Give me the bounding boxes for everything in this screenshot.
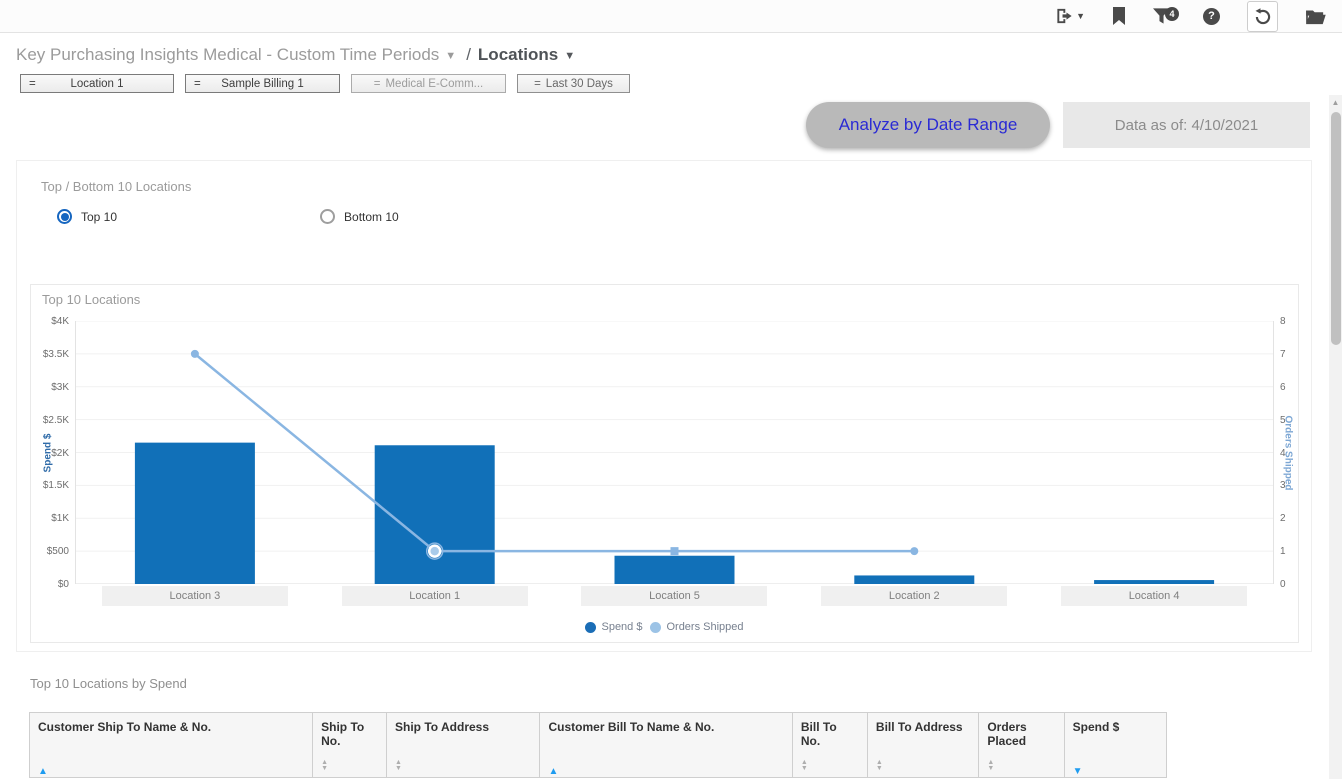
legend-label: Orders Shipped	[666, 621, 744, 633]
radio-bottom-10[interactable]: Bottom 10	[320, 209, 399, 224]
radio-top-10[interactable]: Top 10	[57, 209, 117, 224]
top-bottom-radio-group: Top 10 Bottom 10	[57, 209, 602, 224]
x-axis-label-location-5: Location 5	[581, 586, 768, 606]
left-axis-tick: $1.5K	[42, 480, 69, 492]
right-axis-tick: 6	[1280, 381, 1286, 393]
plot-area[interactable]	[75, 320, 1274, 585]
right-axis-tick: 5	[1280, 414, 1286, 426]
column-header-customer-ship-to-name-no[interactable]: Customer Ship To Name & No. ▲	[28, 712, 314, 778]
report-title[interactable]: Key Purchasing Insights Medical - Custom…	[16, 45, 440, 64]
bookmark-icon[interactable]	[1112, 7, 1126, 25]
analyze-by-date-range-button[interactable]: Analyze by Date Range	[806, 102, 1050, 148]
x-axis-label-location-3: Location 3	[101, 586, 288, 606]
chevron-down-icon[interactable]: ▼	[564, 50, 576, 62]
chevron-down-icon[interactable]: ▼	[445, 50, 457, 62]
legend-dot	[650, 621, 662, 633]
sort-both-icon[interactable]: ▲ ▼	[987, 759, 995, 772]
combo-chart: Spend $ Orders Shipped $4K $3.5K $3K $2.5K $…	[31, 316, 1298, 590]
left-axis-tick: $1K	[51, 513, 69, 525]
left-axis-tick: $4K	[51, 316, 69, 327]
column-header-orders-placed[interactable]: Orders Placed ▲ ▼	[978, 712, 1065, 778]
x-axis-label-location-2: Location 2	[821, 586, 1008, 606]
filter-chip-bar: = Location 1 = Sample Billing 1 = Medical E-C…	[20, 74, 630, 93]
right-axis-tick: 7	[1280, 348, 1286, 360]
column-label: Ship To Address	[395, 720, 490, 734]
sort-both-icon[interactable]: ▲ ▼	[321, 759, 329, 772]
column-header-customer-bill-to-name-no[interactable]: Customer Bill To Name & No. ▲	[539, 712, 793, 778]
x-axis-labels: Location 3 Location 1 Location 5 Location 2…	[75, 586, 1274, 606]
table-section-title: Top 10 Locations by Spend	[30, 676, 187, 691]
filter-chip-last-30-days[interactable]: = Last 30 Days	[517, 74, 630, 93]
filter-icon[interactable]: 4	[1153, 7, 1179, 24]
column-label: Spend $	[1072, 720, 1120, 734]
column-header-spend[interactable]: Spend $ ▼	[1063, 712, 1168, 778]
top-10-locations-table: Customer Ship To Name & No. ▲ Ship To No. ▲…	[28, 712, 1168, 778]
column-label: Bill To No.	[800, 720, 837, 748]
column-label: Bill To Address	[875, 720, 963, 734]
left-axis-tick: $3K	[51, 381, 69, 393]
right-axis-tick: 8	[1280, 316, 1286, 327]
data-as-of-label: Data as of: 4/10/2021	[1063, 102, 1310, 148]
radio-label: Top 10	[81, 209, 118, 224]
radio-dot	[57, 209, 72, 224]
export-icon[interactable]: ▼	[1055, 7, 1085, 25]
left-axis-tick: $2.5K	[42, 414, 69, 426]
column-header-ship-to-address[interactable]: Ship To Address ▲ ▼	[385, 712, 541, 778]
help-icon[interactable]: ?	[1203, 7, 1220, 25]
sort-both-icon[interactable]: ▲ ▼	[800, 759, 808, 772]
column-header-ship-to-no[interactable]: Ship To No. ▲ ▼	[312, 712, 387, 778]
right-axis-tick: 3	[1280, 480, 1286, 492]
filter-chip-medical-e-comm[interactable]: = Medical E-Comm...	[351, 74, 506, 93]
scroll-up-arrow-icon[interactable]: ▲	[1331, 98, 1340, 107]
left-axis-tick: $3.5K	[42, 348, 69, 360]
breadcrumb: Key Purchasing Insights Medical - Custom…	[16, 45, 575, 65]
refresh-button[interactable]	[1247, 1, 1278, 32]
top-toolbar: ▼ 4 ?	[0, 0, 1342, 33]
page-title[interactable]: Locations	[477, 45, 559, 64]
right-axis-tick: 4	[1280, 447, 1286, 459]
top-bottom-locations-panel: Top / Bottom 10 Locations Top 10 Bottom 1…	[16, 160, 1312, 652]
column-header-bill-to-address[interactable]: Bill To Address ▲ ▼	[866, 712, 980, 778]
filter-chip-sample-billing-1[interactable]: = Sample Billing 1	[185, 74, 340, 93]
column-label: Customer Bill To Name & No.	[548, 720, 715, 734]
right-axis-tick: 1	[1280, 546, 1286, 558]
column-header-bill-to-no[interactable]: Bill To No. ▲ ▼	[791, 712, 868, 778]
sort-both-icon[interactable]: ▲ ▼	[875, 759, 883, 772]
right-axis-tick: 0	[1280, 579, 1286, 590]
right-axis-tick: 2	[1280, 513, 1286, 525]
filter-count-badge: 4	[1165, 7, 1179, 21]
folder-icon[interactable]	[1305, 8, 1326, 25]
x-axis-label-location-4: Location 4	[1061, 586, 1248, 606]
chart-legend: Spend $ Orders Shipped	[31, 621, 1298, 633]
panel-title: Top / Bottom 10 Locations	[41, 179, 192, 194]
radio-label: Bottom 10	[344, 209, 399, 224]
column-label: Ship To No.	[321, 720, 365, 748]
column-label: Orders Placed	[987, 720, 1027, 748]
vertical-scrollbar[interactable]: ▲	[1329, 95, 1342, 779]
breadcrumb-separator: /	[466, 45, 471, 64]
legend-item-orders-shipped[interactable]: Orders Shipped	[650, 621, 744, 633]
left-axis-tick: $500	[46, 546, 69, 558]
left-axis-tick: $0	[57, 579, 69, 590]
legend-dot	[585, 621, 597, 633]
filter-chip-location-1[interactable]: = Location 1	[20, 74, 174, 93]
sort-both-icon[interactable]: ▲ ▼	[395, 759, 402, 772]
top-10-locations-chart-card: Top 10 Locations Spend $ Orders Shipped …	[30, 284, 1299, 643]
chart-title: Top 10 Locations	[42, 292, 141, 307]
chevron-down-icon: ▼	[1076, 11, 1085, 21]
radio-dot	[320, 209, 336, 224]
x-axis-label-location-1: Location 1	[341, 586, 528, 606]
scrollbar-thumb[interactable]	[1330, 112, 1341, 345]
legend-item-spend[interactable]: Spend $	[585, 621, 642, 633]
left-axis-tick: $2K	[51, 447, 69, 459]
legend-label: Spend $	[601, 621, 643, 633]
refresh-icon	[1255, 7, 1270, 24]
column-label: Customer Ship To Name & No.	[38, 720, 212, 734]
